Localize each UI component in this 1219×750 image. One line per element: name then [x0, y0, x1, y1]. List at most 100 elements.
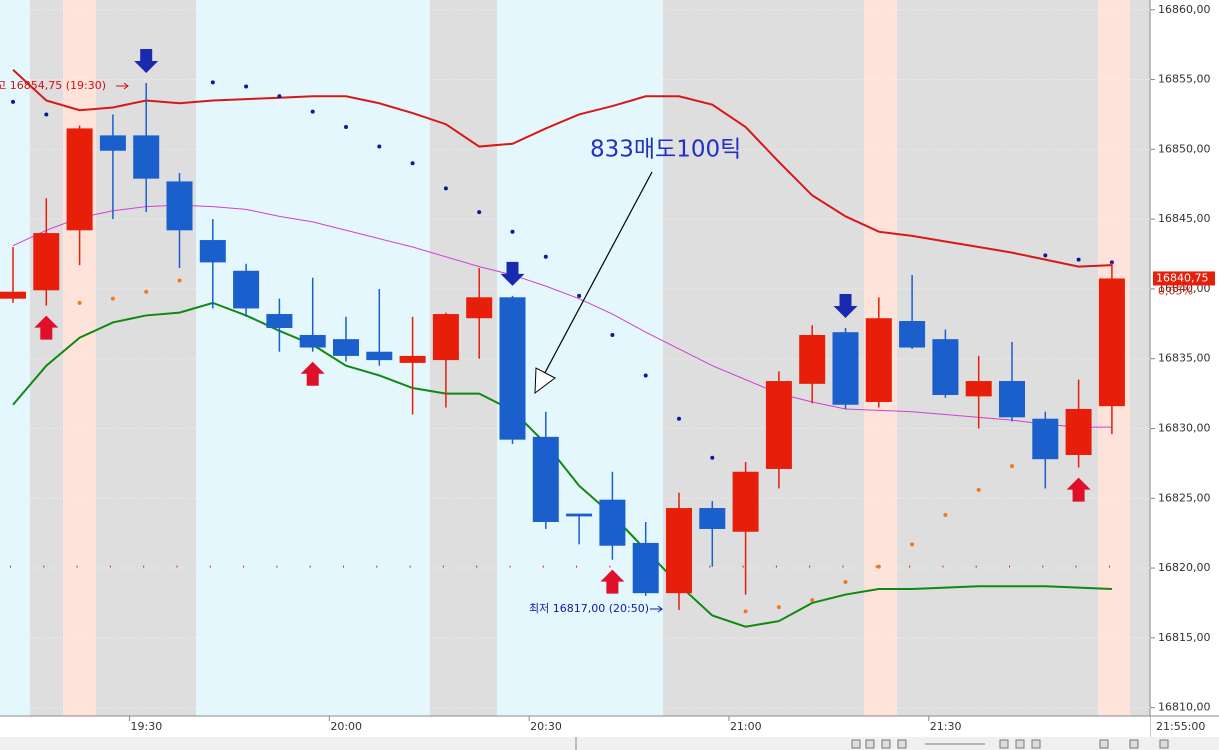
sar-dot	[610, 332, 615, 337]
candle-body	[333, 339, 359, 356]
candle-body	[832, 332, 859, 405]
candle-body	[33, 233, 60, 291]
sar-dot	[410, 161, 415, 166]
y-tick-label: 16850,00	[1158, 142, 1211, 155]
candle-body	[1065, 408, 1092, 456]
candle-body	[666, 508, 692, 594]
candle-body	[932, 339, 959, 395]
sar-dot	[677, 416, 681, 421]
candle-body	[699, 508, 726, 529]
candle-body	[432, 314, 459, 361]
last-time: 21:55:00	[1156, 720, 1205, 733]
sar-dot	[577, 293, 582, 298]
candle-body	[865, 318, 892, 402]
candle-body	[233, 270, 260, 309]
plot: 최고 16854,75 (19:30) 최저 16817,00 (20:50)	[0, 9, 1150, 709]
sar-dot	[810, 598, 815, 603]
sar-dot	[277, 94, 282, 99]
sar-dot	[377, 144, 382, 149]
buy-arrow	[34, 315, 59, 340]
session-bands	[0, 0, 1150, 716]
candle-body	[133, 135, 160, 179]
sar-dot	[743, 609, 748, 614]
candle-body	[599, 499, 626, 546]
candle-body	[1032, 418, 1059, 460]
candle-body	[0, 291, 26, 299]
candle-body	[532, 436, 559, 522]
candle-body	[266, 314, 293, 328]
y-tick-label: 16845,00	[1158, 212, 1211, 225]
candle-body	[66, 128, 93, 231]
candle-body	[965, 381, 992, 397]
sar-dot	[44, 112, 49, 117]
y-tick-label: 16835,00	[1158, 352, 1211, 365]
sar-dot	[443, 186, 448, 191]
sar-dot	[1043, 253, 1048, 258]
buy-arrow	[300, 361, 325, 386]
low-pointer	[650, 605, 663, 613]
sar-dot	[510, 229, 515, 234]
toolbar	[0, 737, 1219, 750]
indicator-line	[12, 301, 1112, 628]
buy-arrow	[600, 569, 625, 594]
y-tick-label: 16855,00	[1158, 73, 1211, 86]
sar-dot	[210, 80, 215, 85]
candle-body	[765, 381, 792, 469]
buy-arrow	[1066, 477, 1091, 502]
sar-dot	[643, 373, 648, 378]
candle-body	[899, 321, 926, 348]
candle-body	[299, 334, 326, 348]
candle-body	[499, 297, 526, 440]
candle-body	[399, 355, 426, 363]
annotation-arrowhead	[534, 367, 556, 395]
sell-arrow	[134, 49, 159, 74]
annotation: 833매도100틱	[590, 137, 741, 163]
sar-dot	[77, 300, 82, 305]
sar-dot	[144, 289, 149, 294]
candle-body	[366, 351, 393, 361]
sar-dot	[177, 278, 182, 283]
sar-dot	[344, 125, 348, 130]
sar-dot	[710, 455, 715, 460]
x-tick-label: 19:30	[131, 720, 163, 733]
y-axis-panel	[1150, 0, 1219, 737]
candle-body	[166, 181, 193, 231]
sar-dot	[110, 296, 115, 301]
candle-body	[632, 542, 659, 594]
indicator-line	[12, 204, 1112, 428]
last-price-label: 16840,75	[1156, 271, 1209, 284]
sar-dot	[843, 580, 848, 585]
last-price-box	[1153, 271, 1215, 286]
y-tick-label: 16825,00	[1158, 491, 1211, 504]
candle-body	[566, 513, 593, 517]
sar-dot	[976, 487, 981, 492]
sell-arrow	[500, 261, 525, 286]
sar-dot	[543, 254, 548, 259]
sar-dot	[876, 564, 881, 569]
candle-body	[99, 135, 126, 151]
indicator-line	[12, 69, 1112, 268]
change-label: 0,05%	[1158, 284, 1193, 297]
toolbar-buttons[interactable]	[851, 739, 1169, 749]
candle-body	[732, 471, 759, 532]
candle-body	[466, 297, 493, 319]
x-tick-label: 21:00	[730, 720, 762, 733]
y-tick-label: 16815,00	[1158, 631, 1211, 644]
sar-dot	[910, 542, 915, 547]
y-tick-label: 16830,00	[1158, 421, 1211, 434]
x-tick-label: 20:30	[530, 720, 562, 733]
x-tick-label: 21:30	[930, 720, 962, 733]
sar-dot	[477, 210, 482, 215]
sar-dot	[943, 513, 948, 518]
y-tick-label: 16820,00	[1158, 561, 1211, 574]
sar-dot	[244, 84, 249, 89]
candle-body	[1098, 278, 1125, 407]
sar-dot	[310, 109, 315, 114]
sell-arrow	[833, 293, 858, 318]
candle-body	[999, 381, 1025, 418]
annotation-arrow	[539, 171, 653, 383]
candle-body	[799, 334, 826, 384]
y-tick-label: 16810,00	[1158, 701, 1211, 714]
low-label: 최저 16817,00 (20:50)	[529, 602, 649, 615]
